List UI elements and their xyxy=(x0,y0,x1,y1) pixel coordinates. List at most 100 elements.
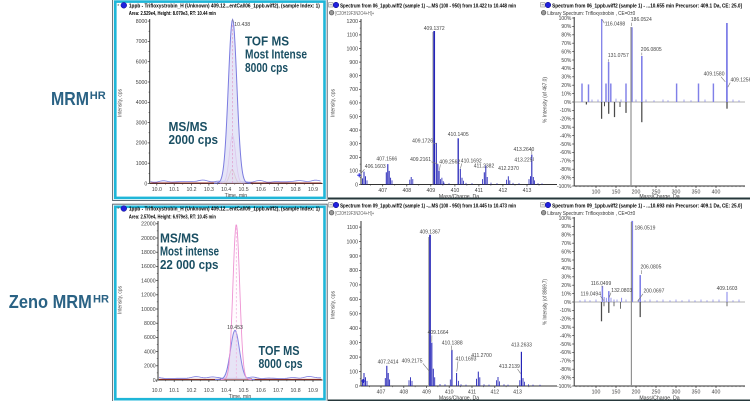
svg-text:412: 412 xyxy=(490,389,499,395)
svg-text:413.225: 413.225 xyxy=(514,157,532,163)
svg-text:408: 408 xyxy=(402,188,411,194)
svg-text:Time, min: Time, min xyxy=(225,193,248,199)
svg-text:900: 900 xyxy=(349,60,358,66)
svg-text:408: 408 xyxy=(399,389,408,395)
svg-text:700: 700 xyxy=(349,283,358,289)
svg-text:40%: 40% xyxy=(561,66,572,72)
svg-text:-90%: -90% xyxy=(560,175,572,181)
svg-text:186.0524: 186.0524 xyxy=(631,17,652,23)
svg-text:10.9: 10.9 xyxy=(308,187,318,193)
svg-text:2000: 2000 xyxy=(136,141,148,147)
svg-text:409.2175: 409.2175 xyxy=(402,359,423,365)
svg-text:10000: 10000 xyxy=(141,307,156,313)
svg-text:30%: 30% xyxy=(561,75,572,81)
svg-text:1100: 1100 xyxy=(347,33,358,39)
svg-text:409.2562: 409.2562 xyxy=(439,159,460,165)
svg-text:20000: 20000 xyxy=(141,236,156,242)
svg-text:413.2139: 413.2139 xyxy=(499,364,520,370)
svg-text:-100%: -100% xyxy=(557,384,572,390)
svg-text:0: 0 xyxy=(355,182,358,188)
svg-text:10.1: 10.1 xyxy=(169,388,179,394)
svg-text:100: 100 xyxy=(349,369,358,375)
svg-text:Zeno MRM: Zeno MRM xyxy=(9,292,92,312)
svg-text:50%: 50% xyxy=(561,58,572,64)
svg-text:10.0: 10.0 xyxy=(152,388,162,394)
svg-text:2000 cps: 2000 cps xyxy=(169,132,219,147)
svg-text:409.1367: 409.1367 xyxy=(420,229,441,235)
svg-text:1000: 1000 xyxy=(136,161,148,167)
svg-text:3000: 3000 xyxy=(136,120,148,126)
svg-text:Spectrum from 09_1ppb.wiff2 (s: Spectrum from 09_1ppb.wiff2 (sample 1) -… xyxy=(340,203,516,209)
svg-text:409.1603: 409.1603 xyxy=(717,286,738,292)
svg-text:412.2370: 412.2370 xyxy=(498,166,519,172)
svg-text:200.0697: 200.0697 xyxy=(644,289,665,295)
svg-text:22 000 cps: 22 000 cps xyxy=(160,257,219,272)
svg-text:0%: 0% xyxy=(564,300,572,306)
svg-text:206.0805: 206.0805 xyxy=(641,265,662,271)
svg-text:116.0499: 116.0499 xyxy=(591,281,612,287)
svg-text:500: 500 xyxy=(349,114,358,120)
svg-text:Area: 2.570e4, Height: 6.979e3: Area: 2.570e4, Height: 6.979e3, RT: 10.4… xyxy=(129,214,216,220)
svg-text:186.0519: 186.0519 xyxy=(635,225,656,231)
svg-text:10.4: 10.4 xyxy=(221,388,231,394)
svg-text:-30%: -30% xyxy=(560,325,572,331)
svg-text:10%: 10% xyxy=(561,291,572,297)
svg-text:16000: 16000 xyxy=(141,264,156,270)
svg-text:MRM: MRM xyxy=(51,89,89,109)
svg-text:407: 407 xyxy=(378,188,387,194)
svg-text:700: 700 xyxy=(349,87,358,93)
svg-text:Intensity, cps: Intensity, cps xyxy=(331,291,337,319)
svg-text:Intensity, cps: Intensity, cps xyxy=(118,286,124,314)
svg-text:0: 0 xyxy=(144,181,147,187)
svg-text:90%: 90% xyxy=(561,24,572,30)
svg-text:50%: 50% xyxy=(561,258,572,264)
svg-text:10%: 10% xyxy=(561,91,572,97)
svg-text:1200: 1200 xyxy=(346,19,358,25)
svg-text:409.2161: 409.2161 xyxy=(410,157,431,163)
svg-text:413: 413 xyxy=(513,389,522,395)
svg-text:Spectrum from 09_1ppb.wiff2 (s: Spectrum from 09_1ppb.wiff2 (sample 1) -… xyxy=(552,203,742,209)
svg-text:413.2633: 413.2633 xyxy=(511,343,532,349)
svg-text:6000: 6000 xyxy=(136,60,148,66)
svg-text:411.2382: 411.2382 xyxy=(474,163,495,169)
svg-text:150: 150 xyxy=(612,189,621,195)
svg-text:-60%: -60% xyxy=(560,150,572,156)
svg-text:10.2: 10.2 xyxy=(186,187,196,193)
svg-text:Time, min: Time, min xyxy=(229,394,252,400)
svg-text:*: * xyxy=(117,4,119,10)
svg-text:200: 200 xyxy=(349,155,358,161)
svg-text:-90%: -90% xyxy=(560,375,572,381)
svg-text:119.0494: 119.0494 xyxy=(581,291,602,297)
svg-text:131.0757: 131.0757 xyxy=(608,53,629,59)
svg-text:600: 600 xyxy=(349,297,358,303)
svg-text:30%: 30% xyxy=(561,275,572,281)
svg-text:200: 200 xyxy=(349,355,358,361)
svg-text:Intensity, cps: Intensity, cps xyxy=(331,89,337,117)
svg-text:-40%: -40% xyxy=(560,133,572,139)
svg-text:Spectrum from 06_1ppb.wiff2 (s: Spectrum from 06_1ppb.wiff2 (sample 1) -… xyxy=(552,3,742,9)
svg-text:10.6: 10.6 xyxy=(256,187,266,193)
svg-text:350: 350 xyxy=(692,389,701,395)
svg-text:4000: 4000 xyxy=(144,349,156,355)
svg-text:-60%: -60% xyxy=(560,350,572,356)
svg-text:-50%: -50% xyxy=(560,342,572,348)
svg-text:409.1726: 409.1726 xyxy=(412,139,433,145)
svg-text:100: 100 xyxy=(592,389,601,395)
svg-text:407.1566: 407.1566 xyxy=(376,156,397,162)
svg-text:-10%: -10% xyxy=(560,108,572,114)
svg-text:10.438: 10.438 xyxy=(234,22,250,28)
svg-text:-20%: -20% xyxy=(560,317,572,323)
svg-text:-100%: -100% xyxy=(557,184,572,190)
svg-text:400: 400 xyxy=(712,189,721,195)
svg-text:409: 409 xyxy=(426,188,435,194)
svg-text:Mass/Charge, Da: Mass/Charge, Da xyxy=(439,395,479,401)
svg-text:8000: 8000 xyxy=(144,321,156,327)
svg-text:10.3: 10.3 xyxy=(204,187,214,193)
svg-text:-70%: -70% xyxy=(560,359,572,365)
svg-text:Mass/Charge, Da: Mass/Charge, Da xyxy=(639,395,679,401)
svg-text:Area: 2.529e4, Height: 8.079e3: Area: 2.529e4, Height: 8.079e3, RT: 10.4… xyxy=(129,11,216,17)
svg-text:409: 409 xyxy=(422,389,431,395)
svg-text:132.0803: 132.0803 xyxy=(611,288,632,294)
svg-text:4000: 4000 xyxy=(136,100,148,106)
svg-text:412: 412 xyxy=(499,188,508,194)
